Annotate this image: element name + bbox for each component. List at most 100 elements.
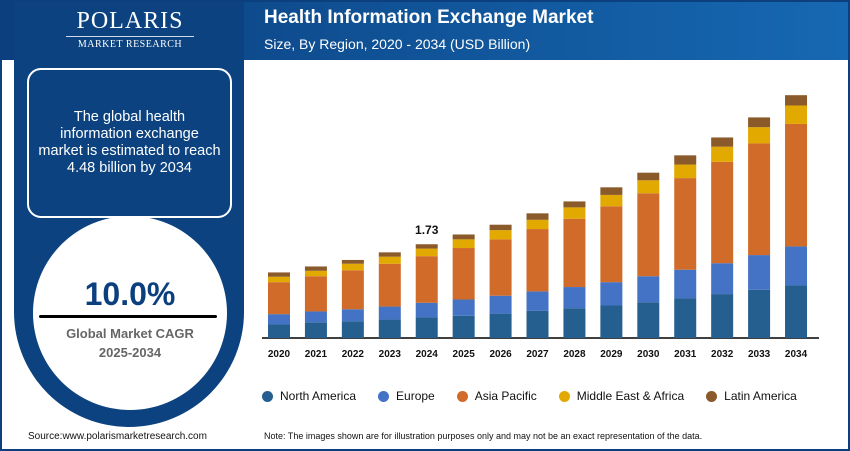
legend-item: North America xyxy=(262,389,356,403)
bar-segment-north-america-2021 xyxy=(304,322,327,338)
cagr-circle xyxy=(33,216,227,410)
legend-item: Europe xyxy=(378,389,435,403)
chart-subtitle: Size, By Region, 2020 - 2034 (USD Billio… xyxy=(264,36,531,52)
x-tick-label: 2029 xyxy=(600,349,623,360)
bar-segment-middle-east-africa-2025 xyxy=(452,239,475,249)
bar-segment-middle-east-africa-2033 xyxy=(748,127,771,144)
legend-label: Latin America xyxy=(724,389,797,403)
bar-segment-europe-2026 xyxy=(489,295,512,314)
bar-segment-europe-2022 xyxy=(341,309,364,322)
x-tick-label: 2033 xyxy=(748,349,771,360)
legend-label: Europe xyxy=(396,389,435,403)
x-tick-label: 2032 xyxy=(711,349,734,360)
bar-segment-latin-america-2031 xyxy=(674,155,697,165)
bar-segment-asia-pacific-2029 xyxy=(600,206,623,283)
bar-segment-latin-america-2025 xyxy=(452,234,475,240)
bar-segment-asia-pacific-2020 xyxy=(268,282,290,315)
bar-segment-asia-pacific-2033 xyxy=(748,143,771,256)
bar-segment-europe-2031 xyxy=(674,269,697,299)
x-tick-label: 2021 xyxy=(305,349,328,360)
bar-segment-latin-america-2026 xyxy=(489,224,512,231)
cagr-divider xyxy=(39,315,217,318)
bar-segment-north-america-2020 xyxy=(268,324,290,338)
bar-segment-asia-pacific-2031 xyxy=(674,178,697,270)
bar-segment-north-america-2027 xyxy=(526,310,549,338)
legend-dot-icon xyxy=(706,390,718,402)
x-tick-label: 2034 xyxy=(785,349,808,360)
legend-dot-icon xyxy=(558,390,570,402)
bar-segment-europe-2028 xyxy=(563,287,586,309)
cagr-label: Global Market CAGR xyxy=(66,326,194,341)
x-tick-label: 2026 xyxy=(489,349,512,360)
bar-segment-latin-america-2027 xyxy=(526,213,549,220)
bar-segment-europe-2033 xyxy=(748,255,771,290)
cagr-value: 10.0% xyxy=(84,276,176,312)
bar-segment-latin-america-2023 xyxy=(378,252,401,257)
bar-segment-middle-east-africa-2024 xyxy=(415,248,438,257)
bar-segment-asia-pacific-2026 xyxy=(489,239,512,296)
brand-name: POLARIS xyxy=(76,8,184,34)
bar-segment-latin-america-2029 xyxy=(600,187,623,195)
bar-segment-north-america-2024 xyxy=(415,317,438,338)
bar-segment-middle-east-africa-2020 xyxy=(268,276,290,283)
x-tick-label: 2028 xyxy=(563,349,586,360)
cagr-label-block: Global Market CAGR 2025-2034 xyxy=(33,324,227,362)
bar-segment-europe-2032 xyxy=(711,263,734,295)
bar-segment-latin-america-2028 xyxy=(563,201,586,208)
bar-segment-europe-2027 xyxy=(526,291,549,311)
legend-dot-icon xyxy=(456,390,468,402)
bar-segment-asia-pacific-2032 xyxy=(711,161,734,264)
legend-label: Middle East & Africa xyxy=(576,389,685,403)
bar-segment-asia-pacific-2034 xyxy=(785,123,808,247)
bar-segment-north-america-2028 xyxy=(563,308,586,338)
bar-segment-asia-pacific-2030 xyxy=(637,193,660,277)
bar-segment-europe-2030 xyxy=(637,276,660,303)
legend: North America Europe Asia Pacific Middle Ea… xyxy=(262,389,819,403)
x-tick-label: 2025 xyxy=(453,349,476,360)
bar-segment-asia-pacific-2024 xyxy=(415,256,438,303)
bar-segment-middle-east-africa-2034 xyxy=(785,105,808,124)
x-tick-label: 2031 xyxy=(674,349,697,360)
bar-segment-north-america-2031 xyxy=(674,298,697,338)
bar-segment-asia-pacific-2021 xyxy=(304,276,327,312)
info-box: The global health information exchange m… xyxy=(27,68,232,218)
bar-segment-middle-east-africa-2031 xyxy=(674,164,697,179)
legend-label: North America xyxy=(280,389,357,403)
bar-segment-north-america-2025 xyxy=(452,315,475,338)
chart-title: Health Information Exchange Market xyxy=(264,7,594,28)
data-label: 1.73 xyxy=(415,223,439,237)
brand-tagline: MARKET RESEARCH xyxy=(77,39,183,50)
legend-dot-icon xyxy=(378,390,390,402)
bar-segment-middle-east-africa-2032 xyxy=(711,146,734,162)
logo-divider xyxy=(66,36,194,37)
bar-segment-middle-east-africa-2022 xyxy=(341,263,364,271)
bar-segment-latin-america-2021 xyxy=(304,266,327,271)
bar-segment-middle-east-africa-2026 xyxy=(489,230,512,240)
x-tick-label: 2027 xyxy=(526,349,549,360)
source-text: Source:www.polarismarketresearch.com xyxy=(28,431,207,442)
bar-segment-latin-america-2022 xyxy=(341,259,364,264)
x-tick-label: 2020 xyxy=(268,349,291,360)
bar-segment-latin-america-2024 xyxy=(415,244,438,249)
bar-segment-europe-2034 xyxy=(785,246,808,286)
bar-segment-latin-america-2020 xyxy=(268,272,290,277)
legend-dot-icon xyxy=(262,390,273,402)
bar-segment-asia-pacific-2022 xyxy=(341,270,364,310)
bar-segment-latin-america-2034 xyxy=(785,95,808,106)
polaris-logo: POLARIS MARKET RESEARCH xyxy=(60,8,200,50)
bar-segment-middle-east-africa-2027 xyxy=(526,219,549,230)
bar-segment-asia-pacific-2027 xyxy=(526,229,549,292)
bar-segment-north-america-2034 xyxy=(785,285,808,338)
bar-segment-middle-east-africa-2021 xyxy=(304,270,327,277)
bar-segment-north-america-2023 xyxy=(378,319,401,338)
bar-segment-north-america-2029 xyxy=(600,305,623,338)
x-tick-label: 2022 xyxy=(342,349,365,360)
bar-segment-europe-2021 xyxy=(304,311,327,323)
cagr-period: 2025-2034 xyxy=(98,345,162,360)
bar-segment-north-america-2033 xyxy=(748,289,771,338)
bar-segment-asia-pacific-2025 xyxy=(452,248,475,300)
bar-segment-middle-east-africa-2029 xyxy=(600,194,623,207)
x-tick-label: 2023 xyxy=(379,349,402,360)
bar-segment-middle-east-africa-2028 xyxy=(563,207,586,219)
bar-segment-asia-pacific-2028 xyxy=(563,218,586,288)
